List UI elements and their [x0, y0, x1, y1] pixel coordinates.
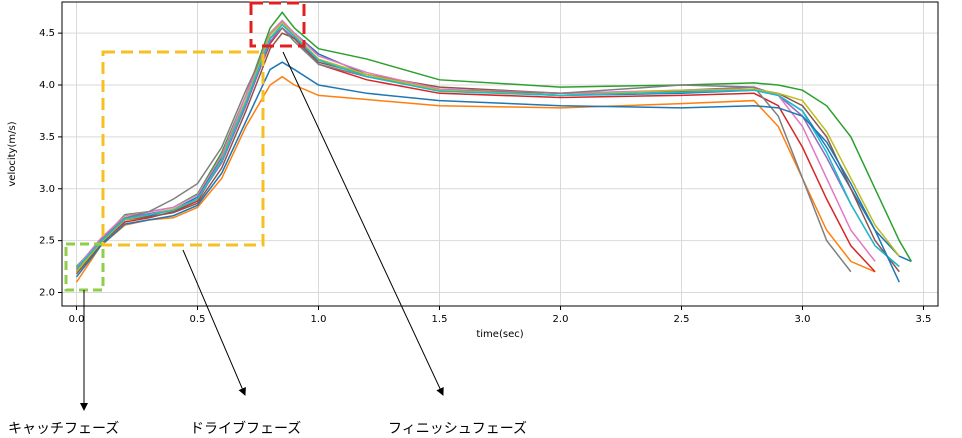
series-line [75, 61, 900, 283]
y-tick-label: 2.0 [39, 288, 55, 299]
y-axis-label: velocity(m/s) [7, 121, 18, 186]
y-tick-label: 4.0 [39, 80, 55, 91]
x-tick-label: 3.0 [795, 314, 811, 325]
series-line [75, 75, 876, 283]
plot-area: 0.0 0.5 1.0 1.5 2.0 2.5 3.0 3.5 2.0 2.5 3.0 3.5 4.0 4… [39, 1, 939, 325]
series-line [75, 32, 900, 275]
finish-box [249, 1, 306, 48]
series-line [75, 19, 876, 269]
annotation: ドライブフェーズ [190, 420, 301, 437]
series-line [75, 21, 900, 273]
series-line [75, 19, 912, 273]
series-line [75, 26, 852, 273]
y-tick-label: 3.5 [39, 132, 55, 143]
x-tick-label: 2.5 [674, 314, 690, 325]
annotation: キャッチフェーズ [8, 421, 119, 437]
annotation: フィニッシュフェーズ [388, 421, 527, 437]
x-tick-label: 3.5 [916, 314, 932, 325]
series-line [75, 26, 876, 273]
y-tick-label: 3.0 [39, 184, 55, 195]
x-axis-label: time(sec) [476, 329, 523, 340]
arrow [282, 51, 444, 396]
drive-box [101, 50, 265, 247]
series-line [75, 23, 900, 270]
x-tick-label: 1.5 [432, 314, 448, 325]
axes-frame [61, 1, 939, 307]
x-tick-label: 0.5 [190, 314, 206, 325]
y-tick-label: 4.5 [39, 28, 55, 39]
series-line [75, 26, 900, 271]
y-tick-label: 2.5 [39, 236, 55, 247]
arrow [182, 249, 246, 396]
x-tick-label: 0.0 [69, 314, 85, 325]
x-tick-label: 1.0 [311, 314, 327, 325]
x-tick-label: 2.0 [553, 314, 569, 325]
